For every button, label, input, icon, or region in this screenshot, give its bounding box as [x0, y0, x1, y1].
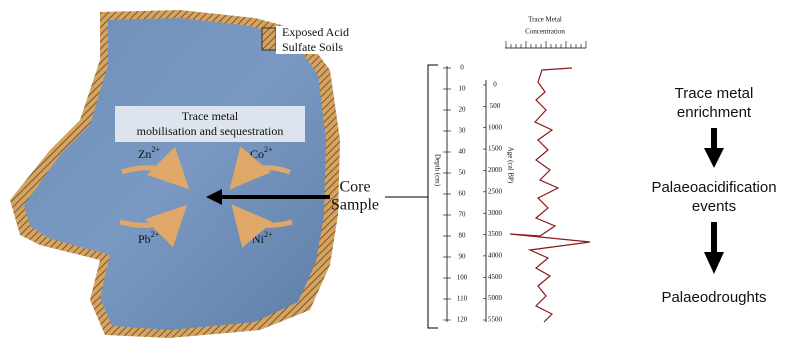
legend-swatch: [262, 28, 276, 50]
depth-label: Depth (cm): [433, 154, 441, 187]
flow-step: Trace metal: [675, 85, 754, 102]
depth-tick-label: 110: [457, 295, 468, 303]
age-tick-label: 4000: [488, 252, 503, 260]
age-tick-label: 5000: [488, 294, 503, 302]
depth-tick-label: 50: [459, 169, 467, 177]
conc-label: Concentration: [525, 28, 565, 36]
age-tick-label: 2000: [488, 166, 503, 174]
page: {"legend": {"line1": "Exposed Acid", "li…: [0, 0, 798, 348]
legend-text: Sulfate Soils: [282, 40, 343, 54]
process-text: mobilisation and sequestration: [137, 124, 284, 138]
conc-label: Trace Metal: [528, 16, 562, 24]
depth-tick-label: 20: [459, 106, 467, 114]
depth-tick-label: 70: [459, 211, 467, 219]
age-tick-label: 2500: [488, 187, 503, 195]
age-label: Age (cal BP): [506, 147, 514, 184]
flow-arrowhead: [704, 252, 724, 274]
age-tick-label: 3000: [488, 209, 503, 217]
age-tick-label: 3500: [488, 230, 503, 238]
depth-tick-label: 90: [459, 253, 467, 261]
flow-step: enrichment: [677, 104, 752, 121]
depth-tick-label: 60: [459, 190, 467, 198]
flow-step: events: [692, 198, 736, 215]
depth-tick-label: 100: [457, 274, 468, 282]
flow-step: Palaeodroughts: [661, 289, 766, 306]
core-label: Sample: [331, 197, 379, 214]
diagram: Exposed Acid Sulfate Soils Trace metal m…: [0, 0, 798, 348]
age-tick-label: 1500: [488, 145, 503, 153]
age-tick-label: 4500: [488, 273, 503, 281]
depth-tick-label: 10: [459, 85, 467, 93]
trace-metal-line: [510, 68, 590, 322]
depth-tick-label: 0: [460, 64, 464, 72]
depth-tick-label: 120: [457, 316, 468, 324]
process-text: Trace metal: [182, 109, 239, 123]
age-tick-label: 0: [493, 81, 497, 89]
bracket: [428, 65, 438, 328]
core-label: Core: [339, 179, 370, 196]
age-tick-label: 1000: [488, 123, 503, 131]
flow-step: Palaeoacidification: [651, 179, 776, 196]
age-tick-label: 5500: [488, 316, 503, 324]
flow-arrowhead: [704, 148, 724, 168]
age-tick-label: 500: [490, 102, 501, 110]
depth-tick-label: 80: [459, 232, 467, 240]
depth-tick-label: 30: [459, 127, 467, 135]
legend-text: Exposed Acid: [282, 25, 349, 39]
depth-tick-label: 40: [459, 148, 467, 156]
